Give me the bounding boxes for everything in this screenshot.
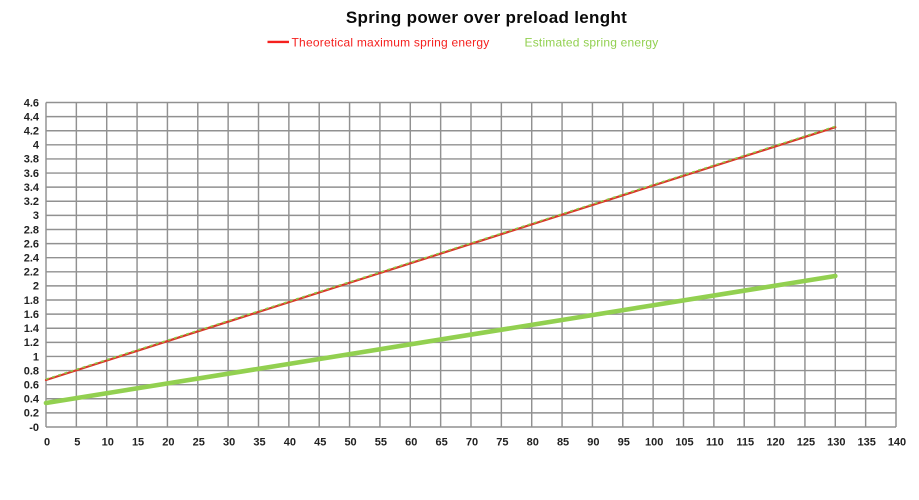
svg-text:90: 90	[587, 437, 599, 449]
svg-text:115: 115	[736, 437, 754, 449]
svg-text:0.4: 0.4	[24, 394, 40, 406]
svg-text:4.2: 4.2	[24, 126, 39, 138]
svg-text:50: 50	[344, 437, 356, 449]
svg-text:40: 40	[284, 437, 296, 449]
svg-text:0.8: 0.8	[24, 365, 39, 377]
svg-text:-0: -0	[29, 422, 39, 434]
svg-text:0.2: 0.2	[24, 408, 39, 420]
svg-text:5: 5	[74, 437, 80, 449]
svg-text:3.2: 3.2	[24, 196, 39, 208]
svg-text:1: 1	[33, 351, 39, 363]
svg-text:2.2: 2.2	[24, 267, 39, 279]
svg-text:1.6: 1.6	[24, 309, 39, 321]
svg-text:55: 55	[375, 437, 387, 449]
svg-text:3.8: 3.8	[24, 154, 39, 166]
svg-text:130: 130	[827, 437, 845, 449]
svg-text:Theoretical maximum spring ene: Theoretical maximum spring energy	[292, 36, 490, 50]
svg-text:75: 75	[496, 437, 508, 449]
svg-text:3.6: 3.6	[24, 168, 39, 180]
svg-text:70: 70	[466, 437, 478, 449]
svg-text:2.4: 2.4	[24, 253, 40, 265]
svg-text:15: 15	[132, 437, 144, 449]
svg-text:2: 2	[33, 281, 39, 293]
svg-text:105: 105	[675, 437, 693, 449]
svg-text:45: 45	[314, 437, 326, 449]
svg-text:60: 60	[405, 437, 417, 449]
svg-text:35: 35	[253, 437, 265, 449]
svg-text:10: 10	[102, 437, 114, 449]
svg-text:135: 135	[857, 437, 875, 449]
svg-text:2.8: 2.8	[24, 224, 39, 236]
svg-text:30: 30	[223, 437, 235, 449]
svg-text:1.8: 1.8	[24, 295, 39, 307]
svg-text:4.4: 4.4	[24, 111, 40, 123]
svg-text:100: 100	[645, 437, 663, 449]
svg-text:3.4: 3.4	[24, 182, 40, 194]
svg-text:2.6: 2.6	[24, 238, 39, 250]
svg-text:110: 110	[706, 437, 724, 449]
svg-text:1.4: 1.4	[24, 323, 40, 335]
svg-text:140: 140	[888, 437, 906, 449]
svg-text:20: 20	[162, 437, 174, 449]
svg-text:Estimated spring energy: Estimated spring energy	[525, 36, 659, 50]
svg-text:95: 95	[618, 437, 630, 449]
svg-text:25: 25	[193, 437, 205, 449]
svg-text:120: 120	[766, 437, 784, 449]
svg-text:85: 85	[557, 437, 569, 449]
svg-text:4.6: 4.6	[24, 97, 39, 109]
svg-text:3: 3	[33, 210, 39, 222]
svg-text:0: 0	[44, 437, 50, 449]
svg-text:125: 125	[797, 437, 815, 449]
svg-text:0.6: 0.6	[24, 379, 39, 391]
svg-text:80: 80	[527, 437, 539, 449]
svg-text:Spring power over preload leng: Spring power over preload lenght	[346, 8, 627, 27]
svg-text:4: 4	[33, 140, 40, 152]
svg-text:1.2: 1.2	[24, 337, 39, 349]
svg-text:65: 65	[436, 437, 448, 449]
